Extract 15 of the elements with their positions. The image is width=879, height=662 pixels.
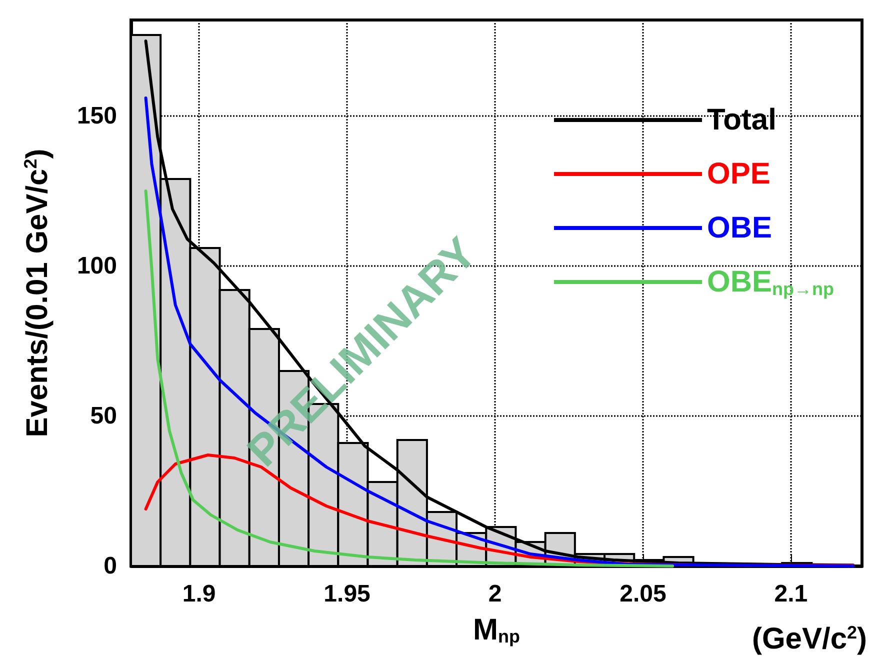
legend-label: OPE xyxy=(707,158,770,190)
x-tick-label: 1.9 xyxy=(182,580,216,608)
x-tick-label: 1.95 xyxy=(324,580,370,608)
y-tick-label: 150 xyxy=(76,102,117,130)
legend-label: OBE xyxy=(707,212,772,244)
x-tick-label: 2 xyxy=(488,580,502,608)
y-axis-title: Events/(0.01 GeV/c2) xyxy=(20,148,54,438)
x-tick-label: 2.1 xyxy=(774,580,808,608)
legend-label: OBEnp→np xyxy=(707,266,834,299)
x-axis-title: Mnp xyxy=(473,613,520,646)
y-tick-label: 100 xyxy=(76,252,117,280)
legend-label: Total xyxy=(707,104,776,136)
y-tick-label: 0 xyxy=(104,552,117,580)
x-tick-label: 2.05 xyxy=(620,580,666,608)
y-tick-label: 50 xyxy=(90,402,117,430)
